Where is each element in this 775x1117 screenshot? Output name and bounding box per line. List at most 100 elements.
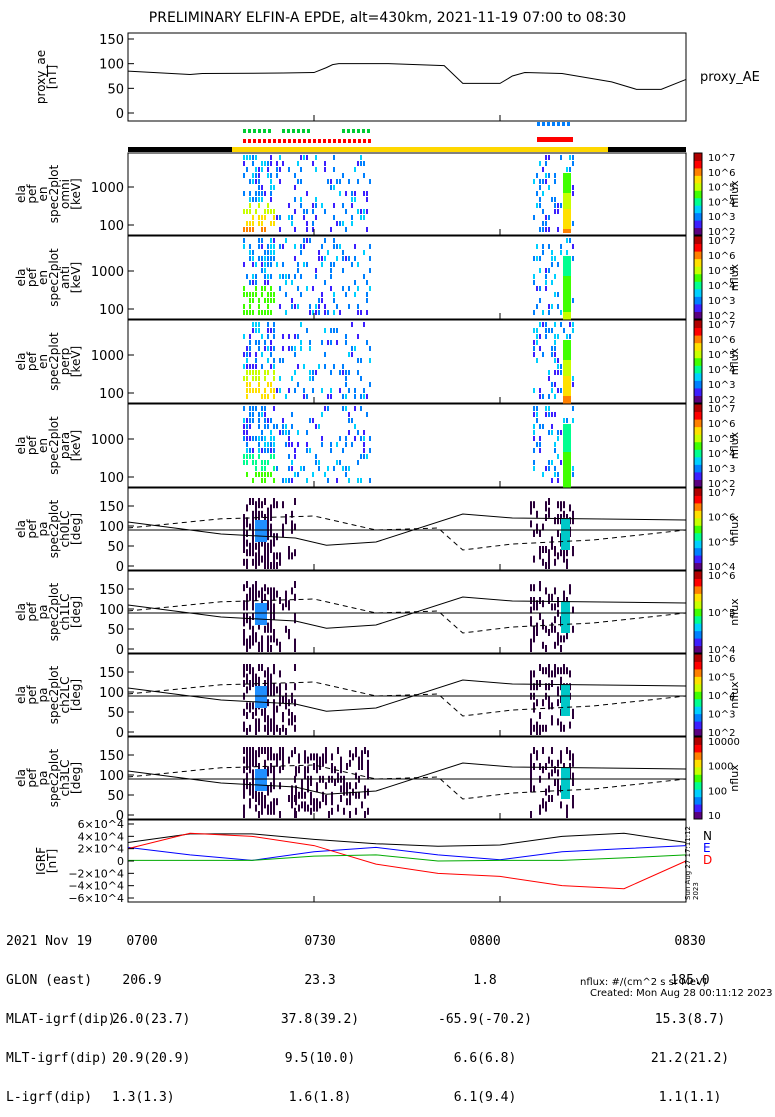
spec-cell — [533, 448, 535, 453]
spec-cell — [345, 209, 347, 214]
colorbar-frame — [693, 487, 703, 571]
spec-cell — [261, 244, 263, 249]
spec-cell — [545, 322, 547, 327]
spec-cell — [345, 436, 347, 441]
spec-cell — [557, 334, 559, 339]
spec-cell — [363, 191, 365, 196]
spectrogram-cells — [243, 581, 574, 652]
spec-cell — [560, 203, 562, 208]
spec-cell — [252, 460, 254, 465]
spec-cell — [369, 382, 371, 387]
spec-band — [563, 229, 571, 233]
spec-cell — [267, 173, 269, 178]
pa-cell — [530, 753, 532, 761]
loss-cone-line — [127, 762, 687, 795]
ylabel-word: spec2plot — [47, 748, 61, 807]
pa-cell — [572, 510, 574, 518]
pa-cell — [249, 798, 251, 806]
spec-cell — [539, 424, 541, 429]
pa-cell — [270, 673, 272, 681]
spec-band — [563, 368, 571, 372]
spectrogram-cells — [243, 498, 574, 569]
colorbar-frame — [693, 235, 703, 320]
pa-cell — [246, 673, 248, 681]
spec-cell — [351, 197, 353, 202]
spec-cell — [366, 227, 368, 232]
pa-cell — [285, 590, 287, 598]
spec-cell — [258, 256, 260, 261]
spec-cell — [246, 370, 248, 375]
pa-cell — [252, 517, 254, 525]
pa-cell — [255, 558, 257, 566]
pa-cell — [291, 712, 293, 719]
pa-cell — [270, 801, 272, 809]
pa-cell — [243, 664, 245, 671]
spec-cell — [324, 256, 326, 261]
spec-cell — [551, 430, 553, 435]
spec-cell — [566, 334, 568, 339]
pa-cell — [249, 702, 251, 710]
spec-cell — [569, 167, 571, 172]
spec-cell — [258, 191, 260, 196]
spec-cell — [360, 215, 362, 220]
spec-cell — [294, 334, 296, 339]
pa-cell — [548, 756, 550, 764]
spec-cell — [533, 460, 535, 465]
y-tick-label: 100 — [99, 387, 124, 402]
spec-cell — [569, 155, 571, 160]
spec-cell — [348, 179, 350, 184]
colorbar-segment — [694, 243, 702, 252]
spec-cell — [324, 364, 326, 369]
y-tick-label: 100 — [99, 603, 124, 618]
colorbar-tick-label: 10^3 — [708, 296, 735, 307]
pa-cell — [536, 510, 538, 518]
pa-cell — [246, 747, 248, 754]
footer-time: 0830 — [674, 934, 706, 949]
spec-cell — [249, 227, 251, 232]
spec-band — [563, 296, 571, 300]
pa-cell — [264, 555, 266, 563]
spec-cell — [327, 466, 329, 471]
pa-cell — [325, 747, 327, 754]
pa-cell — [355, 747, 357, 754]
spec-cell — [342, 364, 344, 369]
spec-band — [563, 340, 571, 344]
pa-panel-frame — [127, 736, 687, 820]
ylabel-word: IGRF — [34, 847, 48, 875]
green-mark — [282, 129, 285, 133]
spec-cell — [264, 274, 266, 279]
ylabel-word: ch0LC — [58, 511, 72, 548]
spec-cell — [282, 262, 284, 267]
spec-cell — [267, 161, 269, 166]
colorbar-segment — [694, 571, 702, 579]
pa-cell — [288, 600, 290, 608]
spec-cell — [357, 179, 359, 184]
spec-cell — [258, 167, 260, 172]
spec-cell — [554, 442, 556, 447]
spec-cell — [267, 460, 269, 465]
ylabel-word: ela — [14, 268, 28, 286]
pa-cell — [533, 702, 535, 710]
spec-cell — [551, 262, 553, 267]
spec-cell — [357, 370, 359, 375]
pa-cell — [273, 715, 275, 723]
pa-cell — [276, 686, 278, 694]
spec-cell — [246, 352, 248, 357]
spec-cell — [303, 244, 305, 249]
status-marks — [128, 122, 686, 152]
ylabel-word: spec2plot — [47, 499, 61, 558]
spec-cell — [572, 406, 574, 411]
spec-cell — [360, 155, 362, 160]
pa-cell — [279, 670, 281, 678]
spec-cell — [246, 430, 248, 435]
spec-cell — [533, 274, 535, 279]
spec-cell — [360, 310, 362, 315]
pa-cell — [285, 728, 287, 735]
spec-cell — [285, 430, 287, 435]
spec-cell — [533, 466, 535, 471]
pa-cell — [331, 807, 333, 815]
spec-cell — [363, 454, 365, 459]
ylabel-word: spec2plot — [47, 248, 61, 307]
